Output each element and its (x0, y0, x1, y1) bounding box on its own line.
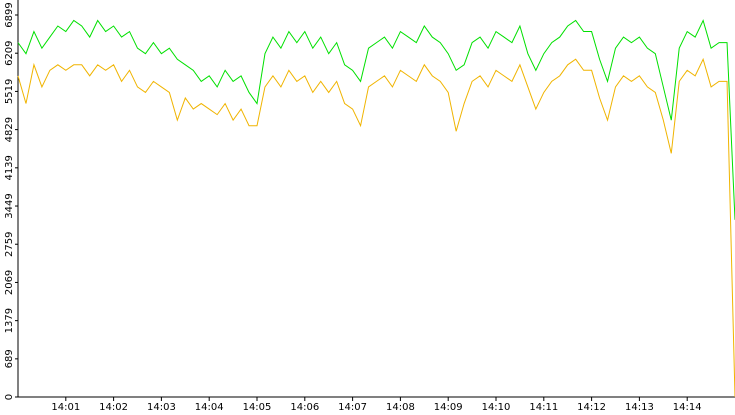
y-tick-label: 2069 (4, 270, 15, 295)
x-tick-label: 14:08 (386, 402, 415, 413)
series-line (17, 57, 735, 398)
x-tick-label: 14:12 (577, 402, 606, 413)
x-tick-label: 14:13 (625, 402, 654, 413)
y-tick-label: 2759 (4, 232, 15, 257)
x-tick-label: 14:01 (51, 402, 80, 413)
x-tick-label: 14:07 (338, 402, 367, 413)
y-tick-label: 5519 (4, 79, 15, 104)
x-tick-label: 14:02 (99, 402, 128, 413)
x-tick-label: 14:04 (195, 402, 224, 413)
y-tick-label: 1379 (4, 308, 15, 333)
y-tick-label: 4829 (4, 117, 15, 142)
y-tick-label: 0 (4, 394, 15, 400)
x-tick-label: 14:11 (529, 402, 558, 413)
y-tick-label: 689 (4, 349, 15, 368)
y-tick-label: 6899 (4, 2, 15, 27)
series-line (17, 19, 735, 220)
y-tick-label: 3449 (4, 193, 15, 218)
x-tick-label: 14:03 (147, 402, 176, 413)
y-tick-label: 4139 (4, 155, 15, 180)
y-tick-label: 6209 (4, 40, 15, 65)
x-tick-label: 14:06 (290, 402, 319, 413)
x-tick-label: 14:09 (434, 402, 463, 413)
x-tick-label: 14:10 (482, 402, 511, 413)
x-tick-label: 14:14 (673, 402, 702, 413)
x-tick-label: 14:05 (243, 402, 272, 413)
